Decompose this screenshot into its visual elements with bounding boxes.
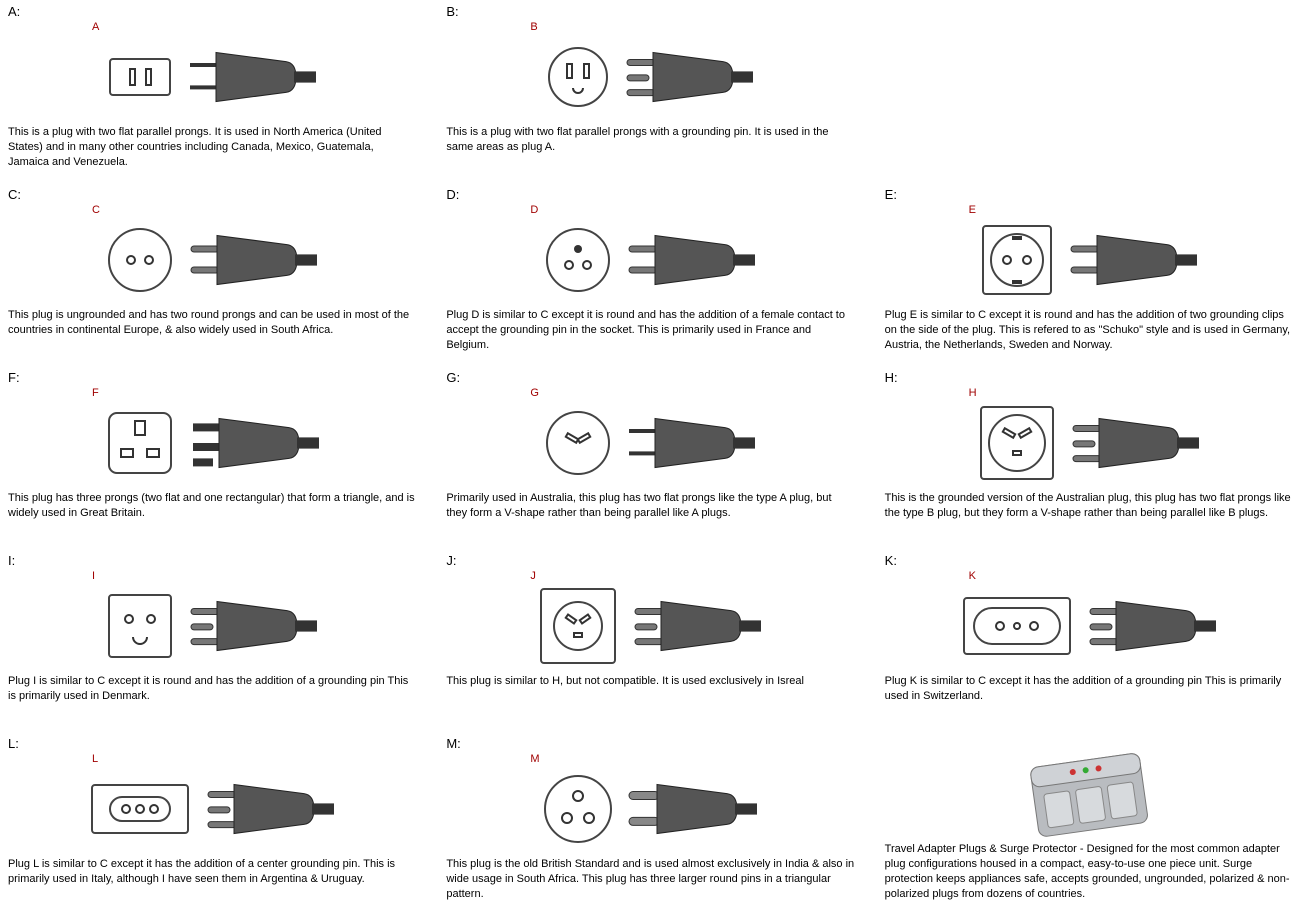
plug-description: This plug is similar to H, but not compa…	[446, 674, 854, 730]
plug-description: Plug D is similar to C except it is roun…	[446, 308, 854, 364]
plug-figure	[885, 401, 1293, 485]
plug-cell-G: G: G Primarily used in Australia, this pl…	[446, 370, 854, 547]
plug-description: Plug L is similar to C except it has the…	[8, 857, 416, 913]
plug-title: E:	[885, 187, 1293, 202]
plug-title: A:	[8, 4, 416, 19]
plug-description: This plug is the old British Standard an…	[446, 857, 854, 913]
plug-title: M:	[446, 736, 854, 751]
plug-figure	[885, 584, 1293, 668]
plug-title: C:	[8, 187, 416, 202]
plug-cell-I: I: I Plug I is similar to C except it is …	[8, 553, 416, 730]
plug-title: D:	[446, 187, 854, 202]
plug-figure	[8, 218, 416, 302]
plug-title: B:	[446, 4, 854, 19]
plug-title: H:	[885, 370, 1293, 385]
plug-cell-spacer1	[885, 4, 1293, 181]
plug-figure	[8, 35, 416, 119]
plug-label: H	[969, 387, 1293, 401]
plug-label: C	[92, 204, 416, 218]
plug-figure	[8, 767, 416, 851]
plug-label: L	[92, 753, 416, 767]
plug-cell-E: E: E Plug E is similar to C except it is …	[885, 187, 1293, 364]
plug-label: I	[92, 570, 416, 584]
plug-cell-L: L: L Plug L is similar to C except it has…	[8, 736, 416, 913]
plug-figure	[885, 752, 1293, 836]
plug-label: M	[530, 753, 854, 767]
plug-description: Primarily used in Australia, this plug h…	[446, 491, 854, 547]
plug-cell-M: M: M This plug is the old British Standar…	[446, 736, 854, 913]
plug-label: K	[969, 570, 1293, 584]
plug-title: J:	[446, 553, 854, 568]
plug-label: A	[92, 21, 416, 35]
plug-description: This plug has three prongs (two flat and…	[8, 491, 416, 547]
plug-cell-K: K: K Plug K is similar to C except it has…	[885, 553, 1293, 730]
plug-description: This plug is ungrounded and has two roun…	[8, 308, 416, 364]
plug-cell-C: C: C This plug is ungrounded and has two …	[8, 187, 416, 364]
plug-title: F:	[8, 370, 416, 385]
plug-title: I:	[8, 553, 416, 568]
plug-cell-J: J: J This plug is similar to H, but not c…	[446, 553, 854, 730]
plug-description: This is the grounded version of the Aust…	[885, 491, 1293, 547]
plug-label: J	[530, 570, 854, 584]
plug-cell-H: H: H This is the grounded version of the …	[885, 370, 1293, 547]
plug-cell-B: B: B This is a plug with two flat paralle…	[446, 4, 854, 181]
plug-description: This is a plug with two flat parallel pr…	[446, 125, 854, 181]
plug-label: F	[92, 387, 416, 401]
plug-figure	[446, 767, 854, 851]
plug-title: L:	[8, 736, 416, 751]
plug-figure	[446, 401, 854, 485]
plug-figure	[8, 401, 416, 485]
plug-label: D	[530, 204, 854, 218]
plug-figure	[446, 218, 854, 302]
plug-description: Plug E is similar to C except it is roun…	[885, 308, 1293, 364]
plug-cell-A: A: A This is a plug with two flat paralle…	[8, 4, 416, 181]
plug-description: Plug I is similar to C except it is roun…	[8, 674, 416, 730]
plug-cell-F: F: F This plug has three prongs (two flat…	[8, 370, 416, 547]
plug-description: Travel Adapter Plugs & Surge Protector -…	[885, 842, 1293, 901]
plug-figure	[8, 584, 416, 668]
plug-description: This is a plug with two flat parallel pr…	[8, 125, 416, 181]
plug-figure	[446, 584, 854, 668]
plug-figure	[885, 218, 1293, 302]
plug-label: B	[530, 21, 854, 35]
plug-title: K:	[885, 553, 1293, 568]
plug-figure	[446, 35, 854, 119]
plug-cell-D: D: D Plug D is similar to C except it is …	[446, 187, 854, 364]
plug-cell-adapter: Travel Adapter Plugs & Surge Protector -…	[885, 736, 1293, 913]
plug-description: Plug K is similar to C except it has the…	[885, 674, 1293, 730]
plug-label: E	[969, 204, 1293, 218]
plug-title: G:	[446, 370, 854, 385]
plug-label: G	[530, 387, 854, 401]
